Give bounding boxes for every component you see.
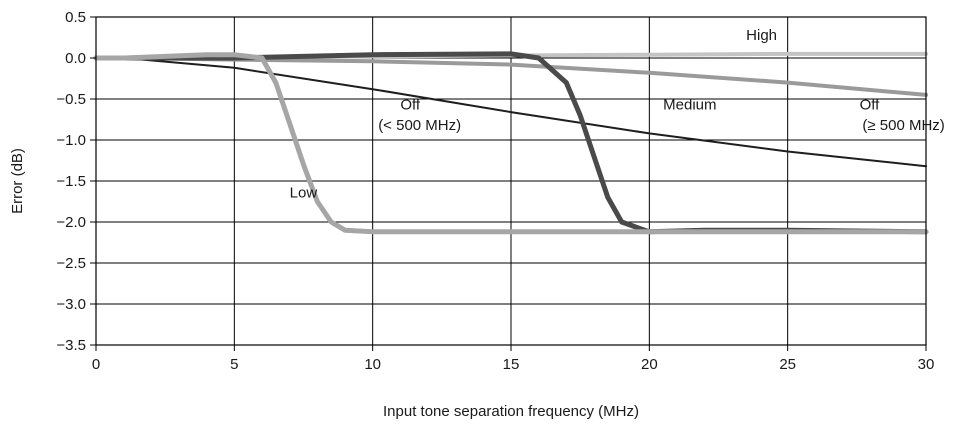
x-tick-label: 5 [230, 356, 238, 373]
x-tick-label: 10 [364, 356, 381, 373]
annotations: High Off (< 500 MHz) Medium Off (≥ 500 MHz) Lo… [290, 27, 945, 201]
y-tick-label: 0.0 [65, 50, 86, 67]
x-tick-label: 20 [641, 356, 658, 373]
series-group [93, 51, 929, 235]
y-tick-label: −3.0 [56, 296, 86, 313]
annotation-label: Low [290, 184, 318, 201]
annotation-label: (< 500 MHz) [378, 117, 461, 134]
annotation-label: Off [860, 97, 881, 114]
x-axis-ticks: 0 5 10 15 20 25 30 [92, 345, 935, 373]
x-tick-label: 15 [503, 356, 520, 373]
y-tick-label: −3.5 [56, 337, 86, 354]
annotation-label: Medium [663, 97, 716, 114]
series-line-low [93, 52, 929, 235]
y-tick-label: −1.0 [56, 132, 86, 149]
annotation-label: (≥ 500 MHz) [862, 117, 944, 134]
x-tick-label: 0 [92, 356, 100, 373]
y-tick-label: 0.5 [65, 9, 86, 26]
annotation-label: Off [400, 97, 421, 114]
y-axis-title: Error (dB) [9, 148, 26, 214]
x-tick-label: 30 [918, 356, 935, 373]
y-axis-ticks: 0.5 0.0 −0.5 −1.0 −1.5 −2.0 −2.5 −3.0 −3.5 [56, 9, 96, 354]
y-tick-label: −2.0 [56, 214, 86, 231]
annotation-label: High [746, 27, 777, 44]
y-tick-label: −1.5 [56, 173, 86, 190]
y-tick-label: −0.5 [56, 91, 86, 108]
grid [95, 16, 927, 346]
y-tick-label: −2.5 [56, 255, 86, 272]
x-axis-title: Input tone separation frequency (MHz) [383, 403, 639, 420]
x-tick-label: 25 [779, 356, 796, 373]
